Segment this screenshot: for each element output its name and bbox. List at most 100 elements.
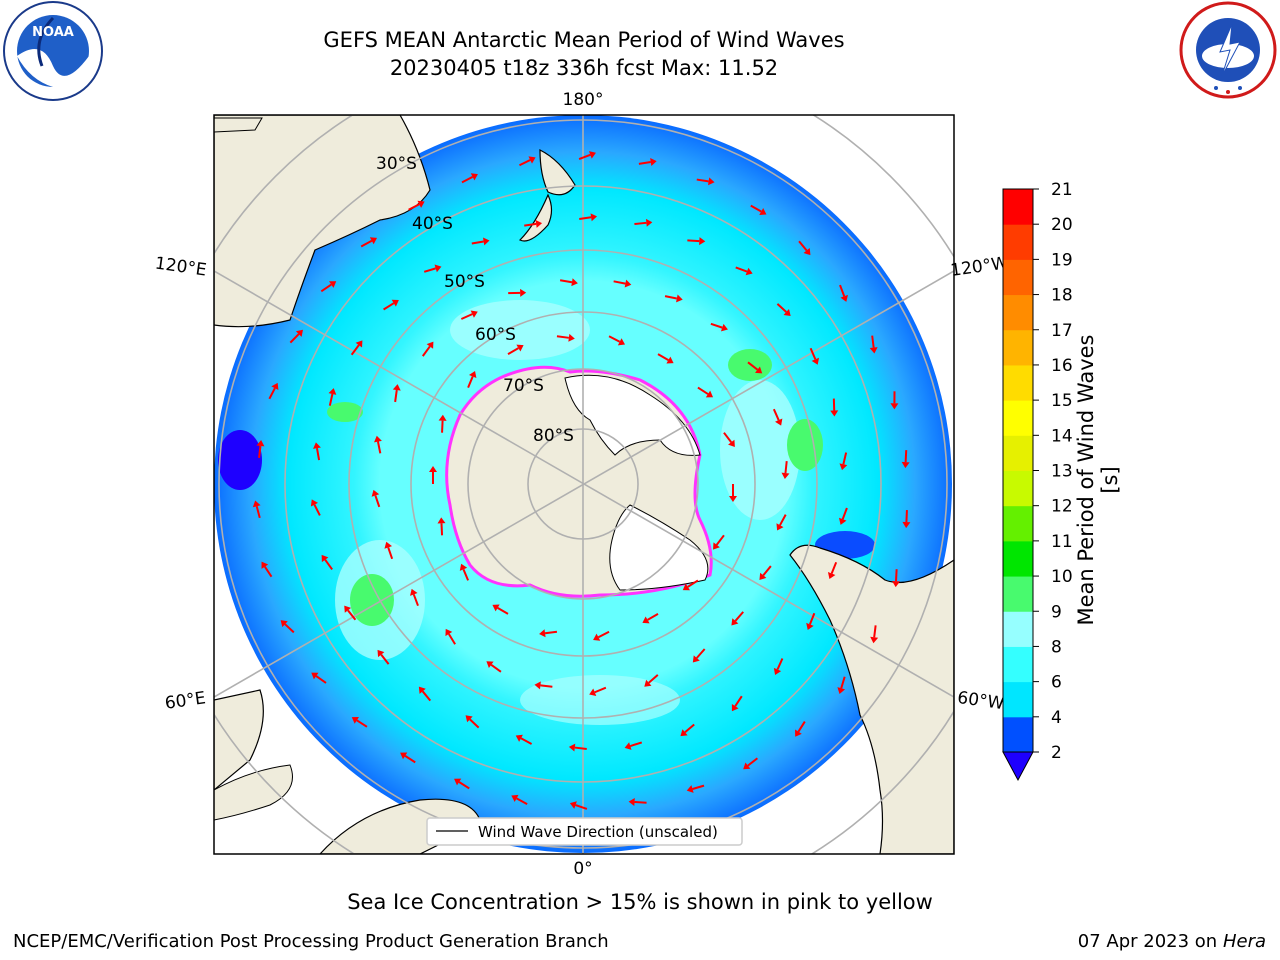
wind-arrow-shaft [904, 450, 908, 463]
wind-arrow-shaft [809, 347, 817, 360]
wind-arrow-head [310, 499, 319, 507]
sea-ice-note: Sea Ice Concentration > 15% is shown in … [347, 890, 933, 914]
wind-arrow-head [759, 572, 767, 580]
wind-arrow-head [417, 200, 425, 208]
wind-arrow-shaft [772, 408, 780, 421]
wind-arrow-shaft [356, 719, 368, 728]
wind-arrow-shaft [264, 566, 273, 578]
southamerica-land [214, 689, 264, 791]
wind-arrow-head [713, 542, 720, 550]
wind-arrow-head [459, 563, 468, 571]
wind-arrow-head [588, 151, 596, 159]
wind-arrow-head [344, 605, 352, 613]
wind-arrow-shaft [696, 178, 709, 183]
wind-arrow-shaft [516, 797, 528, 806]
wind-arrow-head [624, 279, 632, 288]
wind-arrow-shaft [842, 452, 848, 465]
wind-arrow-shaft [687, 579, 699, 588]
wind-arrow-head [827, 571, 836, 580]
wind-arrow-shaft [350, 344, 360, 356]
lat-label-30s: 30°S [376, 154, 417, 174]
map-legend: Wind Wave Direction (unscaled) [426, 817, 743, 846]
wind-arrow-shaft [544, 630, 558, 635]
colorbar: 2 4 6 8 9 10 11 12 13 14 15 16 17 18 19 20 21 [1002, 180, 1073, 782]
wind-arrow-head [870, 636, 879, 644]
wind-arrow-shaft [461, 175, 474, 184]
wind-arrow-shaft [779, 514, 787, 526]
wind-arrow-head [902, 521, 911, 529]
colorbar-tick-label: 15 [1051, 391, 1073, 411]
map-panel [214, 115, 954, 854]
colorbar-tick-label: 19 [1051, 250, 1073, 270]
wind-arrow-head [731, 618, 739, 626]
wind-arrow-head [699, 237, 706, 246]
wind-arrow-head [590, 213, 598, 222]
wind-arrow-head [469, 370, 477, 379]
colorbar-segment [1003, 189, 1033, 225]
wind-arrow-head [392, 384, 401, 391]
wind-arrow-shaft [540, 684, 553, 688]
colorbar-segment [1003, 470, 1033, 507]
wind-arrow-shaft [734, 611, 744, 622]
wind-arrow-shaft [387, 547, 394, 560]
wind-arrow-head [811, 357, 820, 365]
wind-arrow-shaft [490, 664, 502, 673]
wind-arrow-head [311, 672, 319, 680]
colorbar-tick-label: 12 [1051, 497, 1073, 517]
wind-arrow-shaft [776, 658, 784, 670]
wind-arrow-shaft [597, 630, 610, 639]
wind-arrow-shaft [313, 504, 321, 516]
wind-arrow-shaft [421, 690, 432, 702]
chart-title: GEFS MEAN Antarctic Mean Period of Wind … [323, 28, 845, 52]
wind-arrow-head [892, 580, 901, 588]
colorbar-segment [1003, 400, 1033, 436]
wind-arrow-shaft [469, 718, 480, 729]
lon-label-60e: 60°E [164, 688, 207, 713]
footer-date: 07 Apr 2023 on Hera [1078, 931, 1266, 952]
lon-label-0: 0° [573, 859, 592, 879]
wind-arrow-head [568, 743, 576, 752]
footer-host: Hera [1222, 931, 1266, 952]
wind-arrow-head [486, 661, 494, 669]
lat-labels: 30°S 40°S 50°S 60°S 70°S 80°S [376, 154, 574, 446]
wind-arrow-head [806, 622, 814, 630]
wind-arrow-shaft [268, 387, 276, 400]
wind-arrow-head [328, 388, 337, 395]
wind-arrow-head [837, 687, 846, 694]
newzealand-south [518, 193, 553, 242]
wind-arrow-head [593, 633, 601, 641]
wind-arrow-head [682, 583, 690, 591]
colorbar-segment [1003, 505, 1033, 542]
colorbar-tick-label: 20 [1051, 215, 1073, 235]
wind-arrow-head [295, 329, 303, 337]
wind-arrow-shaft [657, 353, 669, 361]
wind-arrow-head [666, 356, 674, 364]
wind-arrow-shaft [830, 561, 838, 574]
ross-ice-shelf [564, 374, 701, 456]
colorbar-tick-label: 17 [1051, 321, 1073, 341]
wind-arrow-head [520, 288, 527, 297]
wind-arrow-head [803, 247, 811, 256]
wind-arrow-shaft [324, 559, 333, 571]
wind-arrow-shaft [289, 333, 300, 344]
wind-arrow-shaft [715, 534, 725, 546]
wind-arrow-head [482, 237, 490, 246]
wind-arrow-shaft [839, 284, 846, 297]
lon-label-120w: 120°W [949, 253, 1009, 281]
colorbar-label: Mean Period of Wind Waves [s] [1074, 334, 1122, 626]
wind-arrow-head [839, 463, 848, 471]
wind-arrow-shaft [374, 495, 381, 508]
wind-arrow-shaft [798, 240, 808, 252]
noaa-logo: NOAA [3, 1, 103, 101]
wind-arrow-shaft [871, 335, 875, 348]
colorbar-tick-label: 9 [1051, 602, 1062, 622]
wind-arrow-head [429, 466, 437, 472]
lon-label-180: 180° [563, 90, 604, 110]
wind-arrow-head [708, 177, 715, 186]
lat-label-40s: 40°S [412, 214, 453, 234]
wind-arrow-shaft [328, 393, 334, 406]
wind-arrow-shaft [347, 609, 357, 621]
wind-arrow-shaft [723, 432, 733, 443]
wind-arrow-head [890, 403, 899, 410]
wind-arrow-shaft [376, 441, 382, 454]
